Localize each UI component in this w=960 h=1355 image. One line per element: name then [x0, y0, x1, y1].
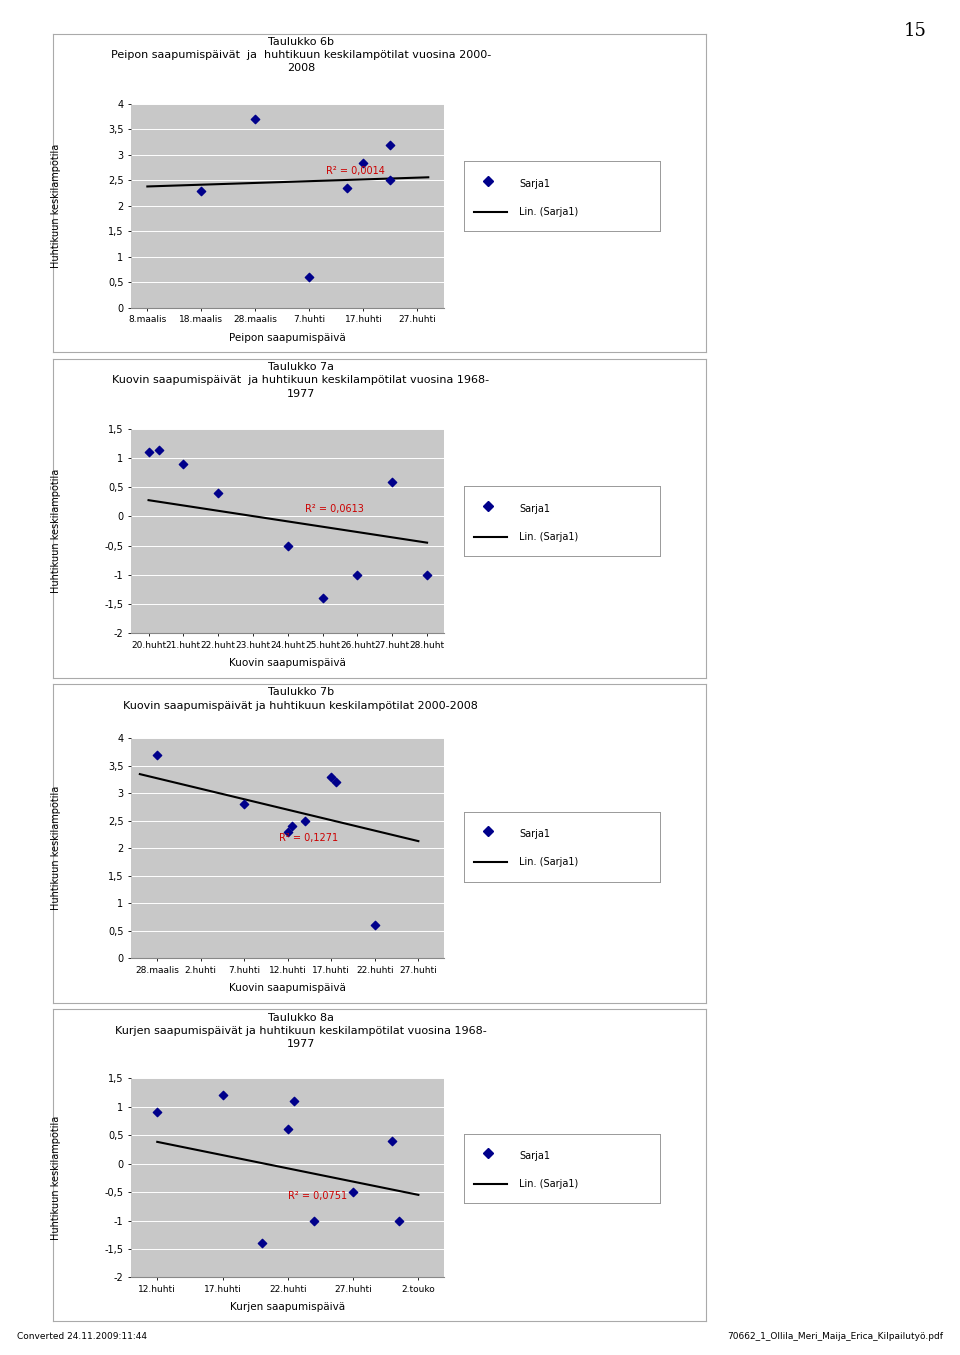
Text: Huhtikuun keskilampötila: Huhtikuun keskilampötila — [51, 786, 61, 911]
Text: Lin. (Sarja1): Lin. (Sarja1) — [519, 858, 578, 867]
Point — [150, 1102, 165, 1123]
Text: Huhtikuun keskilampötila: Huhtikuun keskilampötila — [51, 1115, 61, 1240]
Text: Kurjen saapumispäivä: Kurjen saapumispäivä — [230, 1302, 346, 1312]
Point — [315, 587, 330, 608]
Point — [236, 794, 252, 816]
Point — [349, 564, 365, 585]
Text: Kuovin saapumispäivä: Kuovin saapumispäivä — [229, 659, 347, 668]
Point — [152, 439, 167, 461]
Text: Sarja1: Sarja1 — [519, 829, 550, 839]
Point — [340, 178, 355, 199]
Text: R² = 0,0751: R² = 0,0751 — [288, 1191, 347, 1201]
Text: Converted 24.11.2009:11:44: Converted 24.11.2009:11:44 — [17, 1332, 147, 1341]
Text: Sarja1: Sarja1 — [519, 1152, 550, 1161]
Point — [280, 535, 296, 557]
Text: 70662_1_Ollila_Meri_Maija_Erica_Kilpailutyö.pdf: 70662_1_Ollila_Meri_Maija_Erica_Kilpailu… — [727, 1332, 943, 1341]
Point — [210, 482, 226, 504]
Point — [176, 453, 191, 474]
Point — [215, 1084, 230, 1106]
Point — [194, 180, 209, 202]
Point — [280, 821, 296, 843]
Text: Sarja1: Sarja1 — [519, 179, 550, 188]
Text: Taulukko 7b
Kuovin saapumispäivät ja huhtikuun keskilampötilat 2000-2008: Taulukko 7b Kuovin saapumispäivät ja huh… — [124, 687, 478, 710]
Text: Huhtikuun keskilampötila: Huhtikuun keskilampötila — [51, 144, 61, 268]
Point — [284, 816, 300, 837]
Point — [306, 1210, 322, 1232]
Text: R² = 0,0613: R² = 0,0613 — [305, 504, 364, 514]
Point — [150, 744, 165, 766]
Point — [367, 915, 382, 936]
Point — [298, 810, 313, 832]
Point — [356, 152, 372, 173]
Point — [385, 1130, 400, 1152]
Point — [141, 442, 156, 463]
Text: 15: 15 — [903, 22, 926, 39]
Text: R² = 0,1271: R² = 0,1271 — [279, 833, 338, 843]
Text: Taulukko 7a
Kuovin saapumispäivät  ja huhtikuun keskilampötilat vuosina 1968-
19: Taulukko 7a Kuovin saapumispäivät ja huh… — [112, 362, 490, 398]
Point — [385, 470, 400, 492]
Point — [280, 1118, 296, 1140]
Text: Lin. (Sarja1): Lin. (Sarja1) — [519, 207, 578, 217]
Text: Lin. (Sarja1): Lin. (Sarja1) — [519, 533, 578, 542]
Point — [383, 134, 398, 156]
Point — [383, 169, 398, 191]
Point — [324, 766, 339, 787]
Point — [391, 1210, 406, 1232]
Point — [248, 108, 263, 130]
Text: Taulukko 8a
Kurjen saapumispäivät ja huhtikuun keskilampötilat vuosina 1968-
197: Taulukko 8a Kurjen saapumispäivät ja huh… — [115, 1012, 487, 1049]
Text: Sarja1: Sarja1 — [519, 504, 550, 514]
Text: Taulukko 6b
Peipon saapumispäivät  ja  huhtikuun keskilampötilat vuosina 2000-
2: Taulukko 6b Peipon saapumispäivät ja huh… — [110, 37, 491, 73]
Point — [254, 1233, 270, 1255]
Text: Kuovin saapumispäivä: Kuovin saapumispäivä — [229, 984, 347, 993]
Text: Huhtikuun keskilampötila: Huhtikuun keskilampötila — [51, 469, 61, 593]
Text: Peipon saapumispäivä: Peipon saapumispäivä — [229, 333, 347, 343]
Point — [346, 1182, 361, 1203]
Point — [287, 1089, 302, 1111]
Point — [328, 771, 344, 793]
Text: Lin. (Sarja1): Lin. (Sarja1) — [519, 1179, 578, 1188]
Text: R² = 0,0014: R² = 0,0014 — [325, 167, 385, 176]
Point — [301, 267, 317, 289]
Point — [420, 564, 435, 585]
